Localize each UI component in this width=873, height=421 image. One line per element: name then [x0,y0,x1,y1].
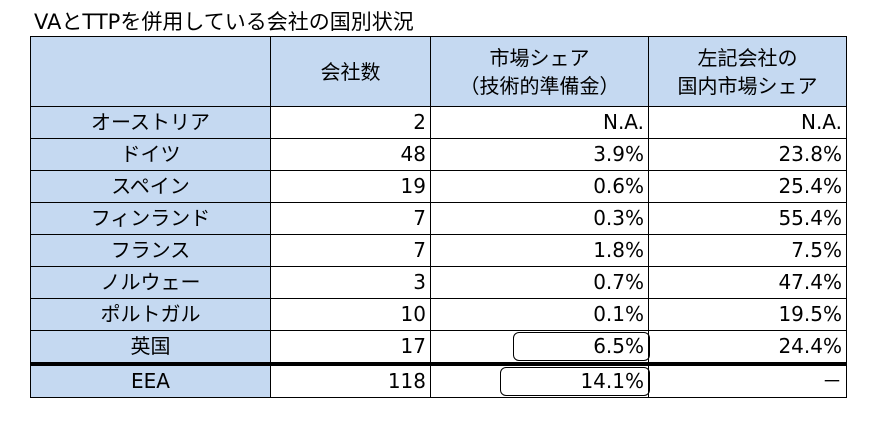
table-row: ポルトガル 10 0.1% 19.5% [30,298,847,331]
count-cell: 10 [270,298,431,331]
count-cell: 17 [270,330,431,365]
country-cell: 英国 [30,330,271,365]
share-cell: 1.8% [430,234,649,267]
table-row: フランス 7 1.8% 7.5% [30,234,847,267]
domestic-cell: 47.4% [648,266,847,299]
total-domestic-cell: － [648,362,847,398]
domestic-cell: 7.5% [648,234,847,267]
share-cell: 3.9% [430,138,649,171]
share-cell: 0.3% [430,202,649,235]
share-cell: 0.6% [430,170,649,203]
header-market-share: 市場シェア （技術的準備金） [430,36,649,107]
share-cell: 0.7% [430,266,649,299]
header-domestic-share-line2: 国内市場シェア [677,73,818,98]
country-cell: オーストリア [30,106,271,139]
domestic-cell: 25.4% [648,170,847,203]
count-cell: 3 [270,266,431,299]
country-cell: スペイン [30,170,271,203]
highlighted-share: 6.5% [513,331,650,362]
count-cell: 2 [270,106,431,139]
country-cell: フランス [30,234,271,267]
table-row: ドイツ 48 3.9% 23.8% [30,138,847,171]
table-row: オーストリア 2 N.A. N.A. [30,106,847,139]
country-cell: ドイツ [30,138,271,171]
domestic-cell: 23.8% [648,138,847,171]
domestic-cell: 24.4% [648,330,847,365]
share-cell: N.A. [430,106,649,139]
table-row: ノルウェー 3 0.7% 47.4% [30,266,847,299]
share-cell: 0.1% [430,298,649,331]
total-share-cell: 14.1% [430,362,650,398]
total-country-cell: EEA [30,362,271,398]
domestic-cell: 19.5% [648,298,847,331]
table-title: VAとTTPを併用している会社の国別状況 [34,10,414,34]
header-domestic-share-line1: 左記会社の [697,45,798,70]
count-cell: 48 [270,138,431,171]
header-market-share-line1: 市場シェア [489,45,590,70]
header-company-count: 会社数 [270,36,431,107]
country-table: 会社数 市場シェア （技術的準備金） 左記会社の 国内市場シェア オーストリア … [30,36,847,398]
total-count-cell: 118 [270,362,431,398]
domestic-cell: 55.4% [648,202,847,235]
total-row: EEA 118 14.1% － [30,362,847,398]
header-corner [30,36,271,107]
country-cell: ノルウェー [30,266,271,299]
table-row: 英国 17 6.5% 24.4% [30,330,847,365]
count-cell: 19 [270,170,431,203]
header-row: 会社数 市場シェア （技術的準備金） 左記会社の 国内市場シェア [30,36,847,107]
country-cell: ポルトガル [30,298,271,331]
count-cell: 7 [270,202,431,235]
share-cell: 6.5% [430,330,650,365]
header-market-share-line2: （技術的準備金） [459,73,620,98]
table-row: フィンランド 7 0.3% 55.4% [30,202,847,235]
country-cell: フィンランド [30,202,271,235]
table-row: スペイン 19 0.6% 25.4% [30,170,847,203]
header-domestic-share: 左記会社の 国内市場シェア [648,36,847,107]
count-cell: 7 [270,234,431,267]
domestic-cell: N.A. [648,106,847,139]
highlighted-total-share: 14.1% [501,366,650,397]
